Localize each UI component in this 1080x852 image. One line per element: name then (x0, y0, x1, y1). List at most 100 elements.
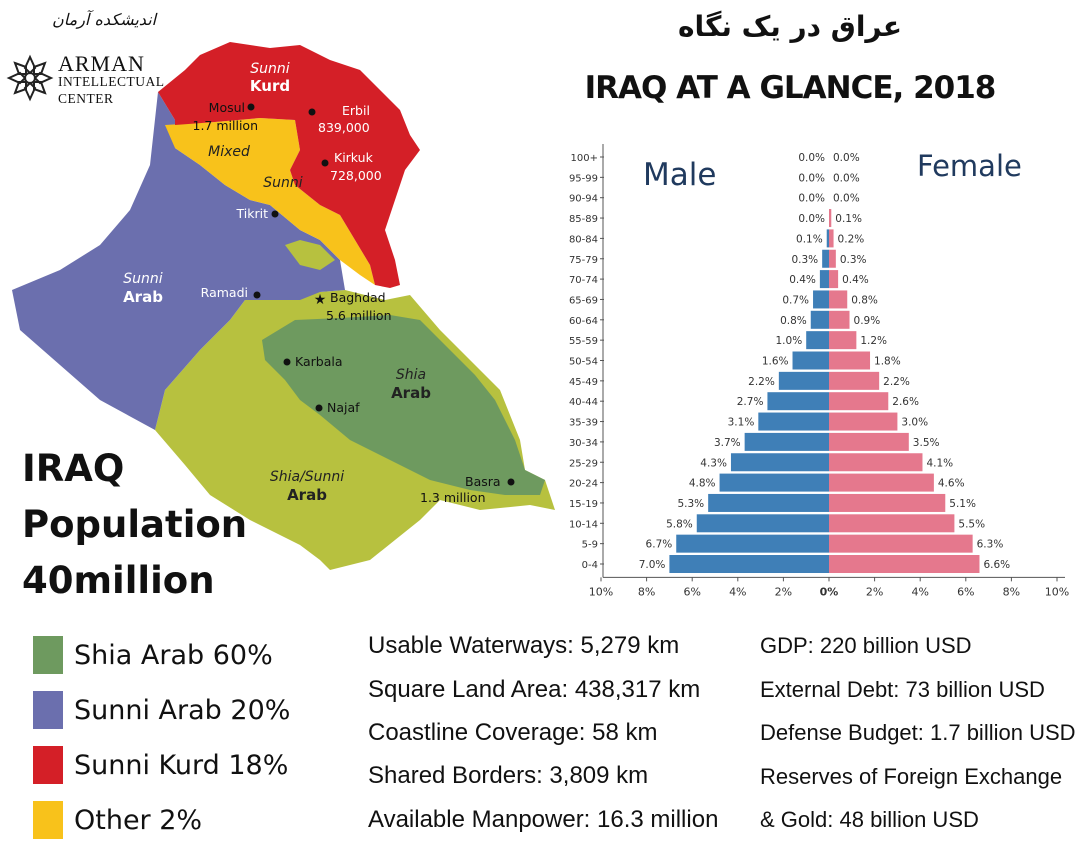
bar-male (676, 534, 829, 553)
data-label-male: 5.8% (666, 518, 693, 530)
age-tick-label: 35-39 (569, 418, 598, 429)
x-tick-label: 4% (729, 585, 746, 598)
series-label-male: Male (643, 157, 716, 193)
bar-female (829, 229, 834, 248)
x-tick-label: 0% (820, 585, 839, 598)
bar-male (719, 473, 829, 492)
headline-line-3: 40million (22, 559, 215, 602)
data-label-male: 0.0% (798, 172, 825, 184)
data-label-female: 6.3% (977, 539, 1004, 551)
data-label-male: 4.8% (689, 478, 716, 490)
label-shia-arab-2: Arab (391, 384, 431, 402)
data-label-male: 3.1% (728, 417, 755, 429)
fact-item: External Debt: 73 billion USD (760, 677, 1045, 702)
legend-swatch (33, 691, 63, 729)
age-tick-label: 25-29 (569, 458, 598, 469)
x-tick-label: 2% (866, 585, 883, 598)
data-label-male: 0.4% (789, 274, 816, 286)
age-tick-label: 10-14 (569, 519, 598, 530)
data-label-female: 6.6% (983, 559, 1010, 571)
legend-label: Sunni Arab 20% (74, 695, 291, 726)
legend-label: Other 2% (74, 805, 203, 836)
bar-male (792, 351, 829, 370)
bar-male (669, 555, 829, 573)
city-karbala: Karbala (295, 354, 343, 369)
city-baghdad: Baghdad (330, 290, 386, 305)
label-sunni-arab-1: Sunni (123, 271, 163, 287)
bar-female (829, 270, 839, 289)
bar-female (829, 514, 955, 533)
age-tick-label: 0-4 (582, 560, 598, 571)
data-label-female: 0.2% (838, 233, 865, 245)
bar-male (778, 371, 829, 390)
region-sunni-arab (12, 92, 345, 430)
data-label-male: 6.7% (646, 539, 673, 551)
series-label-female: Female (917, 149, 1022, 183)
bar-female (829, 493, 946, 512)
data-label-male: 5.3% (677, 498, 704, 510)
bar-female (829, 392, 889, 411)
city-kirkuk-pop: 728,000 (330, 168, 382, 183)
data-label-male: 0.0% (798, 152, 825, 164)
x-tick-label: 4% (911, 585, 928, 598)
bar-male (810, 310, 829, 329)
data-label-male: 0.1% (796, 233, 823, 245)
age-tick-label: 80-84 (569, 234, 598, 245)
population-pyramid-chart: Male Female 100+ 0.0% 0.0% 95-99 0.0% 0.0% 90-… (569, 144, 1069, 598)
logo-mark-icon (6, 54, 54, 102)
city-basra: Basra (465, 474, 501, 489)
city-ramadi-dot (253, 291, 261, 299)
bar-female (829, 371, 880, 390)
data-label-male: 0.8% (780, 315, 807, 327)
age-tick-label: 100+ (571, 153, 598, 164)
bar-male (744, 432, 829, 451)
bar-female (829, 534, 973, 553)
label-sunni: Sunni (263, 175, 303, 191)
city-mosul: Mosul (209, 100, 245, 115)
bar-male (822, 249, 829, 268)
data-label-female: 0.0% (833, 193, 860, 205)
label-sunni-kurd-1: Sunni (250, 61, 290, 77)
bar-female (829, 453, 923, 472)
bar-female (829, 249, 836, 268)
age-tick-label: 65-69 (569, 295, 598, 306)
data-label-female: 0.8% (851, 294, 878, 306)
age-tick-label: 15-19 (569, 499, 598, 510)
age-tick-label: 30-34 (569, 438, 598, 449)
bar-male (806, 331, 829, 350)
data-label-female: 5.5% (958, 518, 985, 530)
legend-label: Shia Arab 60% (74, 640, 273, 671)
x-tick-label: 6% (957, 585, 974, 598)
data-label-male: 0.7% (782, 294, 809, 306)
bar-male (767, 392, 829, 411)
x-tick-label: 2% (775, 585, 792, 598)
city-tikrit-dot (271, 210, 279, 218)
bar-male (696, 514, 829, 533)
city-basra-dot (507, 478, 515, 486)
bar-male (819, 270, 829, 289)
legend-swatch (33, 746, 63, 784)
fact-item: Reserves of Foreign Exchange (760, 764, 1063, 789)
data-label-female: 2.2% (883, 376, 910, 388)
logo-line-2: INTELLECTUAL (58, 74, 165, 89)
legend-swatch (33, 801, 63, 839)
city-mosul-dot (247, 103, 255, 111)
logo-persian-text: اندیشکده آرمان (52, 10, 157, 29)
data-label-female: 1.8% (874, 356, 901, 368)
data-label-male: 0.3% (791, 254, 818, 266)
data-label-female: 5.1% (949, 498, 976, 510)
age-tick-label: 40-44 (569, 397, 598, 408)
bar-male (708, 493, 829, 512)
fact-item: Usable Waterways: 5,279 km (368, 632, 680, 659)
age-tick-label: 20-24 (569, 479, 598, 490)
region-shia-arab (262, 315, 545, 495)
data-label-female: 4.1% (926, 457, 953, 469)
region-sunni-kurd (158, 42, 420, 288)
x-tick-label: 10% (589, 585, 613, 598)
x-tick-label: 6% (683, 585, 700, 598)
logo-line-3: CENTER (58, 91, 114, 106)
data-label-female: 3.5% (913, 437, 940, 449)
bar-female (829, 310, 850, 329)
age-tick-label: 50-54 (569, 357, 598, 368)
city-erbil-dot (308, 108, 316, 116)
